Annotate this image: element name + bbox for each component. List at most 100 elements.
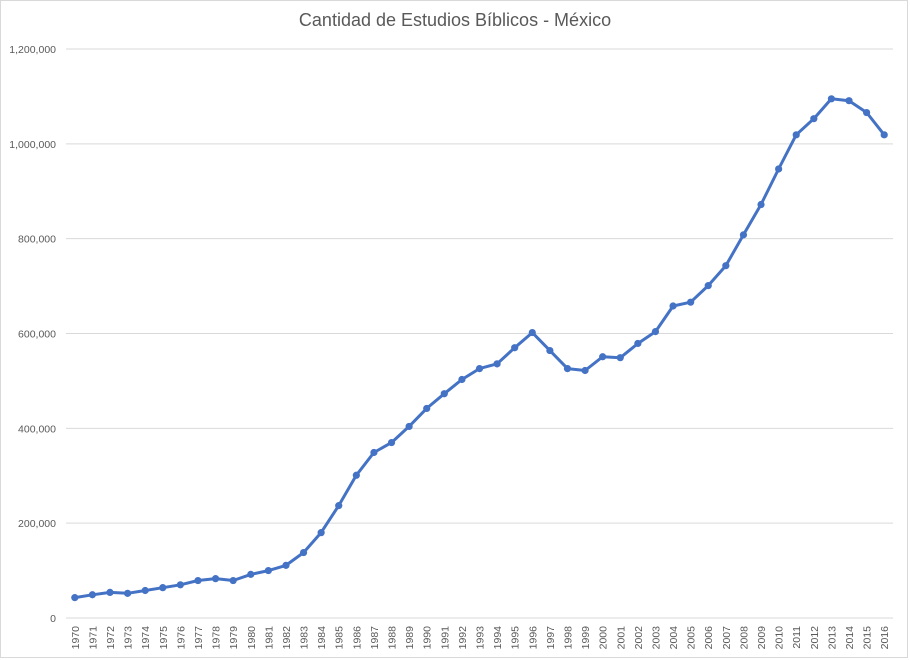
x-tick-label: 1986 (351, 626, 363, 650)
data-point (299, 548, 308, 557)
x-tick-label: 1989 (404, 626, 416, 650)
x-tick-label: 1976 (175, 626, 187, 650)
x-tick-label: 2015 (862, 626, 874, 650)
x-tick-label: 1991 (439, 626, 451, 650)
data-point (141, 586, 149, 595)
x-tick-label: 1975 (158, 626, 170, 650)
x-tick-label: 1972 (105, 626, 117, 650)
x-tick-label: 1987 (369, 626, 381, 650)
data-point (651, 328, 660, 336)
data-point (194, 576, 202, 585)
y-tick-label: 0 (50, 613, 56, 625)
x-tick-label: 2009 (756, 626, 768, 650)
x-tick-label: 2013 (826, 626, 838, 650)
chart-title: Cantidad de Estudios Bíblicos - México (298, 10, 612, 30)
x-tick-label: 2006 (703, 626, 715, 650)
data-point (511, 344, 519, 352)
data-point (317, 529, 325, 537)
y-tick-label: 400,000 (18, 423, 56, 435)
data-point (176, 581, 184, 589)
data-point (687, 298, 695, 306)
data-point (634, 339, 642, 348)
x-tick-label: 1977 (193, 626, 205, 650)
x-tick-label: 1983 (299, 626, 311, 650)
x-tick-label: 1970 (70, 626, 82, 650)
x-tick-label: 2011 (791, 626, 803, 649)
x-tick-label: 1988 (387, 626, 399, 650)
x-tick-label: 1981 (263, 626, 275, 650)
data-point (599, 353, 607, 361)
y-tick-label: 1,200,000 (9, 44, 56, 56)
y-tick-label: 800,000 (18, 234, 56, 246)
data-point (387, 438, 396, 447)
y-tick-label: 1,000,000 (9, 139, 56, 151)
data-point (123, 589, 132, 597)
x-tick-label: 1978 (211, 626, 223, 650)
x-tick-label: 2001 (615, 626, 627, 650)
x-tick-label: 2012 (809, 626, 821, 650)
x-tick-label: 1997 (545, 626, 557, 650)
data-point (352, 471, 360, 479)
x-tick-label: 1971 (87, 626, 99, 650)
data-point (106, 588, 114, 596)
data-point (458, 375, 466, 384)
x-tick-label: 2016 (879, 626, 891, 650)
data-point (863, 108, 871, 117)
data-point (739, 231, 748, 239)
data-point (405, 422, 413, 431)
x-tick-label: 1998 (562, 626, 574, 650)
data-point (493, 360, 501, 368)
x-tick-label: 2004 (668, 626, 680, 650)
data-point (669, 302, 677, 310)
data-point (88, 591, 96, 599)
x-tick-label: 1979 (228, 626, 240, 650)
x-tick-label: 1980 (246, 626, 258, 650)
data-point (704, 282, 712, 290)
x-tick-label: 1999 (580, 626, 592, 650)
x-tick-label: 2003 (650, 626, 662, 650)
data-point (282, 561, 290, 569)
x-tick-label: 1984 (316, 626, 328, 650)
x-tick-label: 1982 (281, 626, 293, 650)
data-point (528, 328, 536, 337)
data-point (211, 575, 220, 583)
x-tick-label: 2014 (844, 626, 856, 650)
x-tick-label: 1994 (492, 626, 504, 650)
x-tick-label: 1992 (457, 626, 469, 650)
x-tick-label: 1985 (334, 626, 346, 650)
data-point (792, 131, 800, 139)
data-point (546, 346, 554, 355)
data-point (581, 366, 589, 375)
data-point (247, 570, 255, 578)
x-tick-label: 2007 (721, 626, 733, 650)
data-point (616, 354, 624, 362)
x-tick-label: 2008 (738, 626, 750, 650)
data-point (475, 364, 484, 373)
y-tick-label: 600,000 (18, 329, 56, 341)
data-point (845, 97, 853, 105)
x-tick-label: 1974 (140, 626, 152, 650)
data-point (71, 594, 79, 602)
x-tick-label: 2000 (598, 626, 610, 650)
x-tick-label: 1993 (475, 626, 487, 650)
data-point (722, 262, 730, 270)
x-tick-label: 2005 (686, 626, 698, 650)
data-point (775, 165, 783, 173)
data-point (880, 131, 888, 139)
data-point (757, 200, 765, 209)
y-tick-label: 200,000 (18, 518, 56, 530)
data-point (563, 364, 572, 373)
data-point (810, 115, 818, 123)
data-point (440, 390, 448, 398)
data-point (423, 404, 431, 413)
data-point (827, 95, 836, 103)
data-point (229, 576, 237, 585)
x-tick-label: 1973 (123, 626, 135, 650)
data-point (370, 448, 378, 457)
x-tick-label: 1990 (422, 626, 434, 650)
data-point (264, 566, 272, 575)
x-tick-label: 2010 (774, 626, 786, 650)
data-point (335, 502, 343, 510)
